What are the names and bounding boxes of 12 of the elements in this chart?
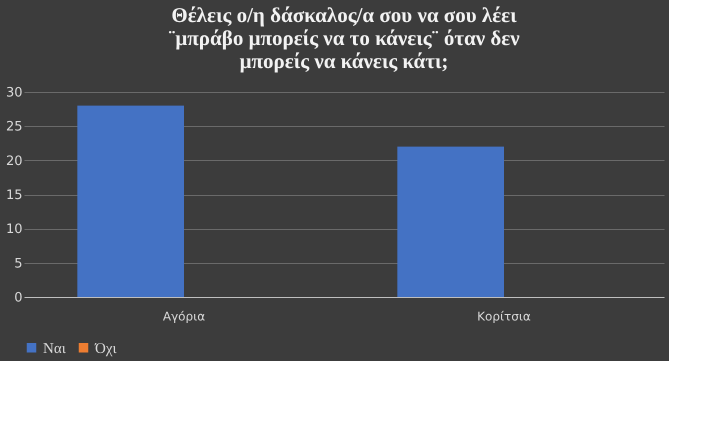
legend-label: Ναι [43,340,66,357]
y-tick-label: 15 [6,188,22,203]
chart-title: Θέλεις ο/η δάσκαλος/α σου να σου λέει ¨μπράβο μπορείς να το κάνεις¨ όταν δεν μπορείς να κάνεις κάτι; [168,3,520,73]
y-tick-label: 5 [14,256,22,272]
x-tick-label: Αγόρια [162,310,206,324]
legend-label: Όχι [94,340,117,357]
y-tick-label: 0 [14,290,22,306]
y-tick-label: 20 [6,154,22,169]
y-tick-label: 25 [6,120,22,135]
x-tick-label: Κορίτσια [477,310,531,324]
y-tick-label: 10 [6,222,22,238]
y-tick-label: 30 [6,86,22,100]
